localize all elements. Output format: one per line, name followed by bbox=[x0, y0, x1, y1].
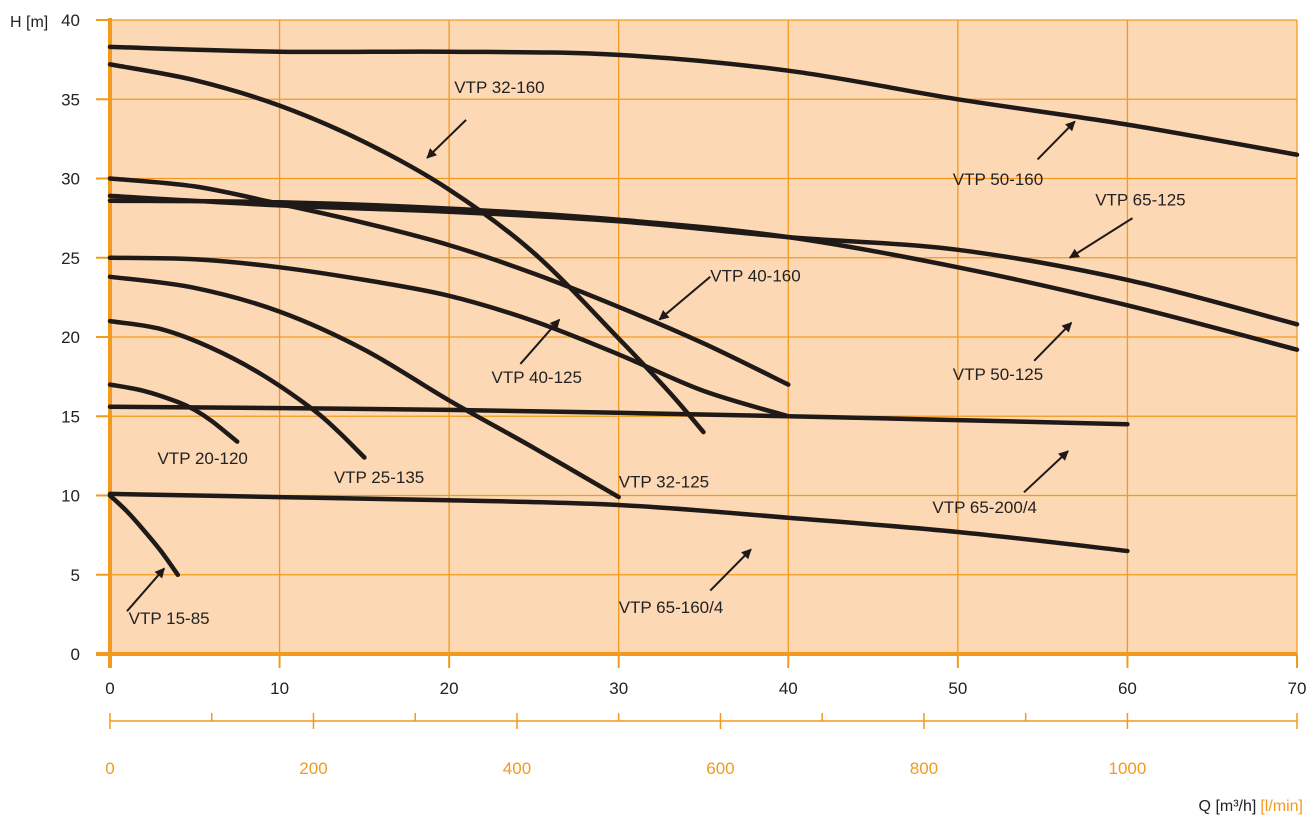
secondary-tick-label: 800 bbox=[910, 759, 938, 778]
label-arrow-vtp-65-160-4 bbox=[709, 548, 752, 592]
curve-vtp-32-125 bbox=[107, 274, 621, 500]
curve-vtp-65-200-4 bbox=[107, 404, 1130, 427]
x-axis-label-main: Q [m³/h] bbox=[1199, 798, 1257, 815]
y-tick-label: 20 bbox=[61, 328, 80, 347]
axes bbox=[96, 18, 1298, 729]
curve-label-vtp-50-160: VTP 50-160 bbox=[953, 170, 1043, 189]
y-tick-label: 0 bbox=[71, 645, 80, 664]
y-axis-label: H [m] bbox=[10, 14, 48, 31]
label-arrow-vtp-40-160 bbox=[658, 276, 711, 321]
secondary-tick-label: 600 bbox=[706, 759, 734, 778]
curve-label-vtp-32-125: VTP 32-125 bbox=[619, 473, 709, 492]
x-tick-label: 40 bbox=[779, 679, 798, 698]
curve-label-vtp-15-85: VTP 15-85 bbox=[129, 609, 210, 628]
secondary-tick-label: 1000 bbox=[1109, 759, 1147, 778]
x-tick-label: 10 bbox=[270, 679, 289, 698]
curve-label-vtp-40-125: VTP 40-125 bbox=[492, 368, 582, 387]
y-tick-label: 35 bbox=[61, 90, 80, 109]
curve-vtp-40-125 bbox=[107, 255, 791, 419]
curve-vtp-15-85 bbox=[107, 493, 181, 578]
secondary-tick-label: 400 bbox=[503, 759, 531, 778]
label-arrow-vtp-50-160 bbox=[1036, 120, 1076, 161]
curve-label-vtp-50-125: VTP 50-125 bbox=[953, 365, 1043, 384]
x-tick-label: 70 bbox=[1288, 679, 1307, 698]
x-axis-label-secondary: [l/min] bbox=[1260, 798, 1303, 815]
y-tick-label: 10 bbox=[61, 487, 80, 506]
curve-vtp-65-125 bbox=[107, 193, 1300, 327]
secondary-tick-label: 0 bbox=[105, 759, 114, 778]
label-arrow-vtp-15-85 bbox=[126, 567, 166, 612]
curve-vtp-65-160-4 bbox=[107, 491, 1130, 554]
label-arrow-vtp-40-125 bbox=[519, 318, 561, 365]
label-arrow-vtp-65-125 bbox=[1068, 217, 1134, 259]
curve-label-vtp-65-160-4: VTP 65-160/4 bbox=[619, 598, 724, 617]
curve-label-vtp-32-160: VTP 32-160 bbox=[454, 78, 544, 97]
x-tick-label: 30 bbox=[609, 679, 628, 698]
curve-label-vtp-25-135: VTP 25-135 bbox=[334, 468, 424, 487]
curve-vtp-25-135 bbox=[107, 318, 367, 460]
curve-label-vtp-20-120: VTP 20-120 bbox=[157, 449, 247, 468]
curve-labels: VTP 15-85 VTP 20-120 VTP 25-135 VTP 32-125 V… bbox=[126, 78, 1186, 628]
label-arrow-vtp-65-200-4 bbox=[1023, 450, 1069, 494]
curve-vtp-40-160 bbox=[107, 176, 791, 387]
x-tick-label: 60 bbox=[1118, 679, 1137, 698]
y-tick-label: 25 bbox=[61, 249, 80, 268]
curve-vtp-50-160 bbox=[107, 44, 1300, 157]
x-tick-label: 50 bbox=[948, 679, 967, 698]
x-tick-label: 20 bbox=[440, 679, 459, 698]
x-axis-label: Q [m³/h] [l/min] bbox=[1199, 798, 1303, 815]
y-tick-label: 15 bbox=[61, 407, 80, 426]
y-tick-label: 30 bbox=[61, 170, 80, 189]
y-tick-label: 40 bbox=[61, 11, 80, 30]
label-arrow-vtp-32-160 bbox=[426, 119, 467, 159]
x-tick-label: 0 bbox=[105, 679, 114, 698]
curve-label-vtp-40-160: VTP 40-160 bbox=[710, 267, 800, 286]
secondary-tick-label: 200 bbox=[299, 759, 327, 778]
curves bbox=[107, 44, 1300, 578]
curve-label-vtp-65-125: VTP 65-125 bbox=[1095, 190, 1185, 209]
curve-label-vtp-65-200-4: VTP 65-200/4 bbox=[932, 498, 1037, 517]
y-tick-label: 5 bbox=[71, 566, 80, 585]
label-arrow-vtp-50-125 bbox=[1033, 322, 1073, 362]
